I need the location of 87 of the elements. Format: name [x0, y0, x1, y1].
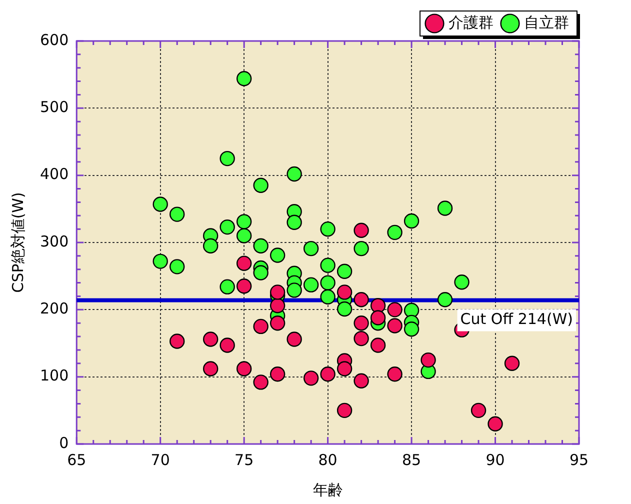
point [152, 196, 168, 212]
point [336, 284, 352, 300]
point [387, 366, 402, 382]
point [236, 71, 252, 86]
y-tick-label: 200 [40, 300, 69, 318]
point [354, 330, 369, 346]
point [202, 361, 218, 376]
x-tick-label: 75 [234, 450, 254, 469]
y-tick-label: 500 [40, 98, 69, 116]
point [253, 318, 268, 334]
point [202, 238, 218, 254]
x-tick-label: 65 [67, 450, 86, 469]
point [253, 238, 268, 254]
point [236, 361, 252, 376]
point [320, 258, 336, 273]
point [270, 298, 286, 314]
point [286, 166, 302, 182]
y-tick-label: 400 [40, 165, 69, 184]
x-tick-label: 80 [318, 450, 338, 469]
point [253, 265, 268, 280]
ref-line-label: Cut Off 214(W) [460, 310, 574, 328]
point [270, 248, 286, 263]
point [253, 178, 268, 194]
point [387, 318, 402, 334]
legend-label: 介護群 [448, 13, 494, 32]
point [320, 289, 336, 305]
point [170, 259, 185, 274]
point [336, 361, 352, 376]
point [220, 150, 235, 166]
y-tick-label: 100 [40, 366, 69, 385]
point [437, 292, 453, 308]
point [270, 316, 286, 331]
x-axis-title: 年齢 [312, 480, 343, 499]
y-tick-label: 300 [40, 232, 69, 250]
point [404, 302, 420, 318]
point [404, 322, 420, 337]
point [454, 274, 470, 290]
point [303, 277, 319, 292]
y-axis-title: CSP絶対値(W) [8, 192, 27, 293]
point [420, 352, 436, 368]
point [236, 278, 252, 294]
point [236, 214, 252, 230]
y-tick-label: 600 [40, 30, 69, 49]
x-tick-label: 95 [569, 450, 589, 469]
point [170, 206, 185, 222]
point [470, 402, 486, 418]
point [236, 228, 252, 244]
point [504, 356, 520, 371]
point [220, 338, 235, 353]
point [320, 221, 336, 237]
point [354, 316, 369, 331]
point [354, 373, 369, 388]
point [370, 298, 386, 314]
legend-label: 自立群 [524, 13, 569, 32]
point [286, 282, 302, 298]
point [370, 338, 386, 353]
point [220, 279, 235, 294]
x-tick-label: 85 [402, 450, 422, 469]
point [320, 275, 336, 290]
point [320, 366, 336, 382]
point [220, 219, 235, 235]
point [387, 224, 402, 240]
x-tick-label: 90 [486, 450, 505, 469]
point [152, 254, 168, 269]
point [253, 374, 268, 390]
point [303, 240, 319, 256]
point [387, 302, 402, 318]
point [236, 256, 252, 271]
point [488, 416, 503, 432]
point [336, 264, 352, 279]
point [286, 332, 302, 347]
point [286, 214, 302, 230]
point [202, 332, 218, 347]
point [370, 310, 386, 326]
x-tick-label: 70 [150, 450, 170, 469]
y-tick-label: 0 [59, 434, 69, 452]
point [270, 284, 286, 300]
point [170, 334, 185, 349]
point [354, 240, 369, 256]
point [437, 200, 453, 216]
point [404, 213, 420, 229]
point [354, 292, 369, 308]
point [354, 222, 369, 238]
point [336, 402, 352, 418]
point [336, 301, 352, 317]
point [270, 366, 286, 382]
point [303, 370, 319, 386]
